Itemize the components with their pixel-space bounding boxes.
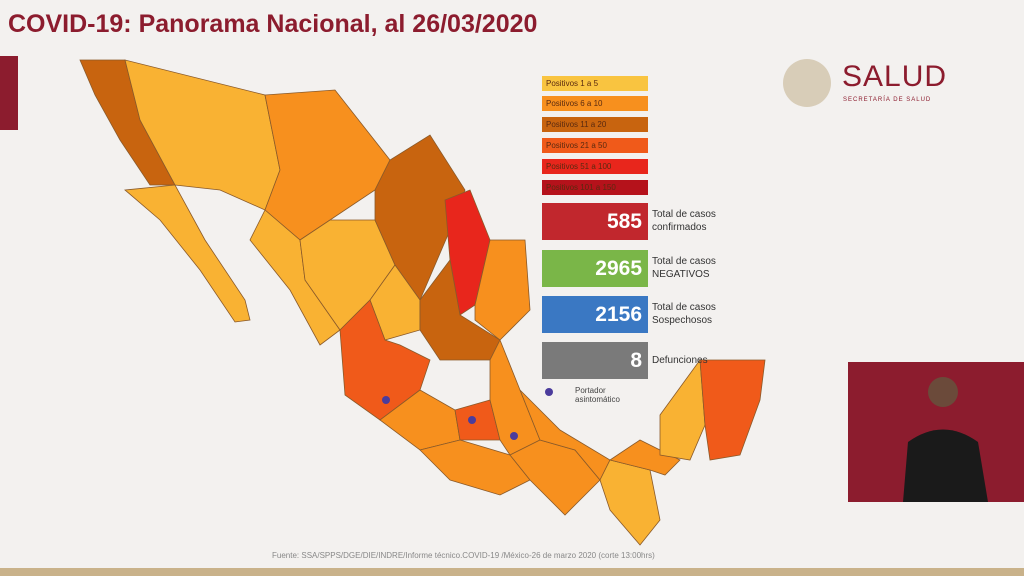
legend-item: Positivos 101 a 150 — [542, 180, 648, 195]
stat-value: 2156 — [542, 296, 648, 333]
stat-label: Defunciones — [652, 355, 708, 366]
bottom-bar — [0, 568, 1024, 576]
logo-name: SALUD — [842, 60, 948, 93]
stat-value: 2965 — [542, 250, 648, 287]
stat-value: 585 — [542, 203, 648, 240]
footer: Fuente: SSA/SPPS/DGE/DIE/INDRE/Informe t… — [272, 551, 655, 560]
logo-subtitle: SECRETARÍA DE SALUD — [843, 97, 932, 103]
stat-label: Total de casos NEGATIVOS — [652, 256, 716, 280]
stat-value: 8 — [542, 342, 648, 379]
legend-item: Positivos 1 a 5 — [542, 76, 648, 91]
stat-label: Total de casos confirmados — [652, 209, 716, 233]
marker-note: Portador asintomático — [575, 386, 620, 404]
title: COVID-19: Panorama Nacional, al 26/03/20… — [8, 10, 538, 38]
interpreter-video — [848, 362, 1024, 502]
legend-item: Positivos 21 a 50 — [542, 138, 648, 153]
stat-label: Total de casos Sospechosos — [652, 302, 716, 326]
legend-item: Positivos 11 a 20 — [542, 117, 648, 132]
interpreter — [903, 377, 988, 502]
side-bar — [0, 56, 18, 130]
legend-item: Positivos 6 a 10 — [542, 96, 648, 111]
legend-item: Positivos 51 a 100 — [542, 159, 648, 174]
